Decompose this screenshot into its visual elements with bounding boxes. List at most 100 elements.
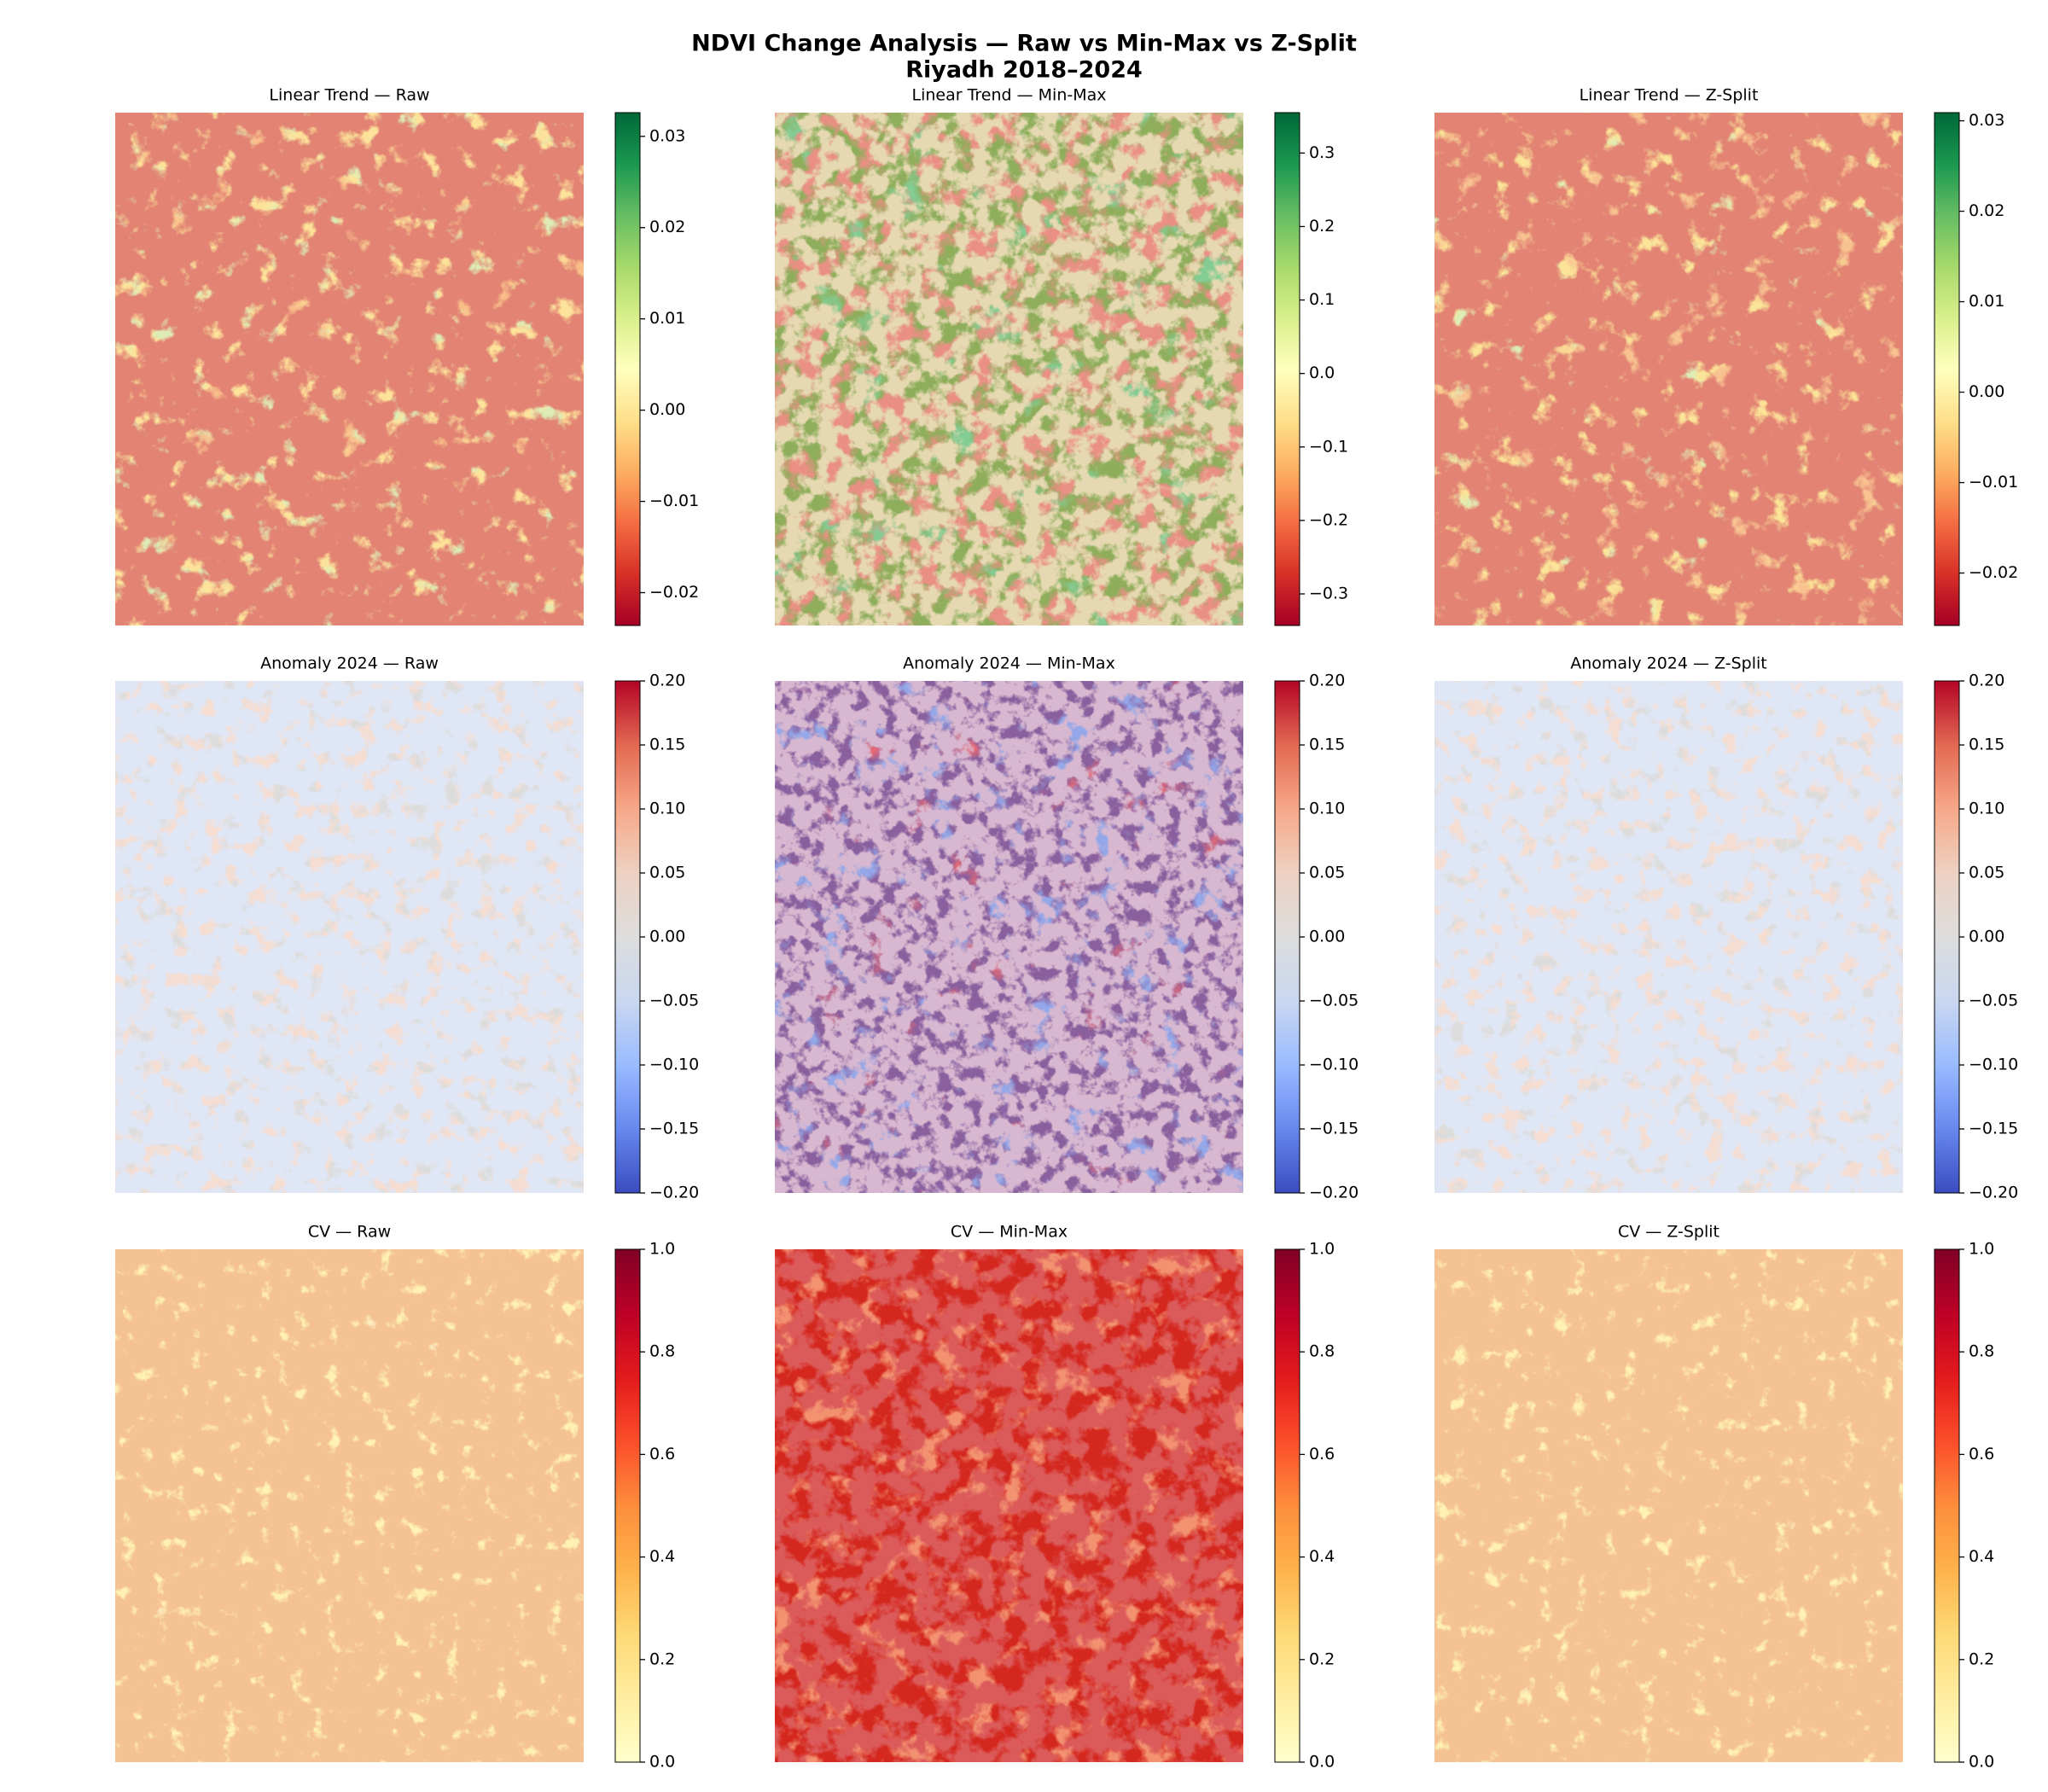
- colorbar: [1934, 680, 1960, 1194]
- colorbar-tick-label: 1.0: [649, 1240, 675, 1259]
- colorbar-tick-label: 0.03: [1969, 111, 2004, 130]
- colorbar-tick-label: −0.01: [1969, 473, 2018, 492]
- panel-title: Linear Trend — Min-Max: [911, 86, 1106, 105]
- colorbar-tick-label: 0.03: [649, 126, 685, 145]
- raster-texture: [775, 681, 1243, 1193]
- colorbar-tick-label: 0.10: [1309, 800, 1345, 818]
- colorbar: [614, 1248, 641, 1763]
- colorbar-tick-label: 0.15: [1309, 736, 1345, 754]
- colorbar: [614, 112, 641, 626]
- raster-image: [115, 1249, 584, 1762]
- figure-subtitle: Riyadh 2018–2024: [905, 57, 1143, 84]
- colorbar-tick-label: −0.05: [649, 992, 699, 1010]
- colorbar-tick-label: −0.20: [1969, 1184, 2018, 1202]
- colorbar-tick-label: 0.02: [1969, 201, 2004, 220]
- raster-texture: [1434, 681, 1903, 1193]
- colorbar-tick-label: 0.0: [1969, 1753, 1994, 1772]
- colorbar-tick-label: 0.1: [1309, 290, 1335, 309]
- colorbar-tick-label: 0.05: [1969, 864, 2004, 882]
- colorbar-tick-label: −0.02: [649, 583, 699, 602]
- colorbar-tick-label: 0.05: [649, 864, 685, 882]
- colorbar-tick-label: −0.01: [649, 492, 699, 510]
- panel: CV — Min-Max 0.0 0.2 0.4 0.6 0.8 1.0: [775, 1223, 1335, 1772]
- colorbar: [1934, 112, 1960, 626]
- panel: Anomaly 2024 — Z-Split −0.20 −0.15 −0.10 −0.…: [1434, 655, 2018, 1202]
- colorbar-tick-label: 0.2: [1309, 217, 1335, 236]
- colorbar-tick-label: 0.4: [1969, 1547, 1994, 1566]
- colorbar-tick-label: −0.05: [1309, 992, 1359, 1010]
- raster-texture: [1434, 113, 1903, 625]
- raster-image: [775, 681, 1243, 1193]
- colorbar-tick-label: 0.2: [1309, 1649, 1335, 1668]
- panel: Linear Trend — Z-Split −0.02 −0.01 0.00 0.01…: [1434, 86, 2018, 626]
- colorbar-tick-label: 1.0: [1309, 1240, 1335, 1259]
- panel-title: Linear Trend — Z-Split: [1580, 86, 1759, 105]
- colorbar-tick-label: −0.1: [1309, 437, 1348, 456]
- colorbar-tick-label: −0.20: [649, 1184, 699, 1202]
- colorbar: [1274, 680, 1300, 1194]
- colorbar-tick-label: 1.0: [1969, 1240, 1994, 1259]
- colorbar-tick-label: 0.15: [649, 736, 685, 754]
- raster-image: [775, 113, 1243, 625]
- raster-image: [115, 681, 584, 1193]
- panel: Linear Trend — Min-Max −0.3 −0.2 −0.1 0.0 0.1…: [775, 86, 1348, 626]
- colorbar-tick-label: 0.10: [1969, 800, 2004, 818]
- colorbar-tick-label: −0.15: [649, 1120, 699, 1138]
- colorbar-tick-label: 0.6: [1309, 1445, 1335, 1463]
- colorbar-tick-label: 0.0: [649, 1753, 675, 1772]
- colorbar-tick-label: −0.2: [1309, 510, 1348, 529]
- colorbar-tick-label: 0.6: [1969, 1445, 1994, 1463]
- colorbar: [614, 680, 641, 1194]
- colorbar-tick-label: 0.02: [649, 218, 685, 236]
- colorbar-tick-label: 0.8: [649, 1342, 675, 1361]
- raster-texture: [1434, 1249, 1903, 1762]
- panel-title: Anomaly 2024 — Min-Max: [903, 655, 1115, 673]
- colorbar-tick-label: −0.10: [1969, 1056, 2018, 1074]
- colorbar-tick-label: 0.3: [1309, 143, 1335, 162]
- colorbar-tick-label: 0.4: [649, 1547, 675, 1566]
- colorbar-tick-label: −0.02: [1969, 563, 2018, 582]
- colorbar-tick-label: 0.8: [1969, 1342, 1994, 1361]
- panel: CV — Raw 0.0 0.2 0.4 0.6 0.8 1.0: [115, 1223, 675, 1772]
- raster-texture: [115, 113, 584, 625]
- colorbar-tick-label: −0.15: [1309, 1120, 1359, 1138]
- raster-texture: [115, 1249, 584, 1762]
- panel-title: CV — Z-Split: [1618, 1223, 1719, 1242]
- colorbar-tick-label: 0.20: [649, 672, 685, 690]
- panel: Anomaly 2024 — Min-Max −0.20 −0.15 −0.10 −0.…: [775, 655, 1359, 1202]
- colorbar-tick-label: 0.20: [1309, 672, 1345, 690]
- colorbar-tick-label: −0.05: [1969, 992, 2018, 1010]
- colorbar-tick-label: 0.2: [1969, 1649, 1994, 1668]
- raster-image: [1434, 1249, 1903, 1762]
- colorbar-tick-label: 0.01: [649, 309, 685, 328]
- panel: Anomaly 2024 — Raw −0.20 −0.15 −0.10 −0.05 0.…: [115, 655, 699, 1202]
- colorbar-tick-label: 0.10: [649, 800, 685, 818]
- colorbar: [1934, 1248, 1960, 1763]
- colorbar-tick-label: 0.00: [649, 928, 685, 946]
- colorbar-tick-label: −0.3: [1309, 584, 1348, 602]
- panel-title: Anomaly 2024 — Z-Split: [1570, 655, 1766, 673]
- panel-title: CV — Raw: [308, 1223, 391, 1242]
- colorbar-tick-label: −0.15: [1969, 1120, 2018, 1138]
- panel: CV — Z-Split 0.0 0.2 0.4 0.6 0.8 1.0: [1434, 1223, 1994, 1772]
- colorbar-tick-label: −0.20: [1309, 1184, 1359, 1202]
- panel-title: CV — Min-Max: [951, 1223, 1068, 1242]
- colorbar-tick-label: 0.00: [1969, 928, 2004, 946]
- colorbar-tick-label: 0.6: [649, 1445, 675, 1463]
- colorbar: [1274, 112, 1300, 626]
- raster-image: [115, 113, 584, 625]
- colorbar-tick-label: 0.00: [1969, 382, 2004, 401]
- colorbar-tick-label: −0.10: [649, 1056, 699, 1074]
- panel: Linear Trend — Raw −0.02 −0.01 0.00 0.01 0.02…: [115, 86, 699, 626]
- colorbar-tick-label: 0.01: [1969, 292, 2004, 311]
- colorbar-tick-label: 0.05: [1309, 864, 1345, 882]
- raster-image: [1434, 113, 1903, 625]
- colorbar-tick-label: 0.4: [1309, 1547, 1335, 1566]
- raster-image: [775, 1249, 1243, 1762]
- raster-texture: [115, 681, 584, 1193]
- raster-image: [1434, 681, 1903, 1193]
- colorbar-tick-label: −0.10: [1309, 1056, 1359, 1074]
- colorbar-tick-label: 0.8: [1309, 1342, 1335, 1361]
